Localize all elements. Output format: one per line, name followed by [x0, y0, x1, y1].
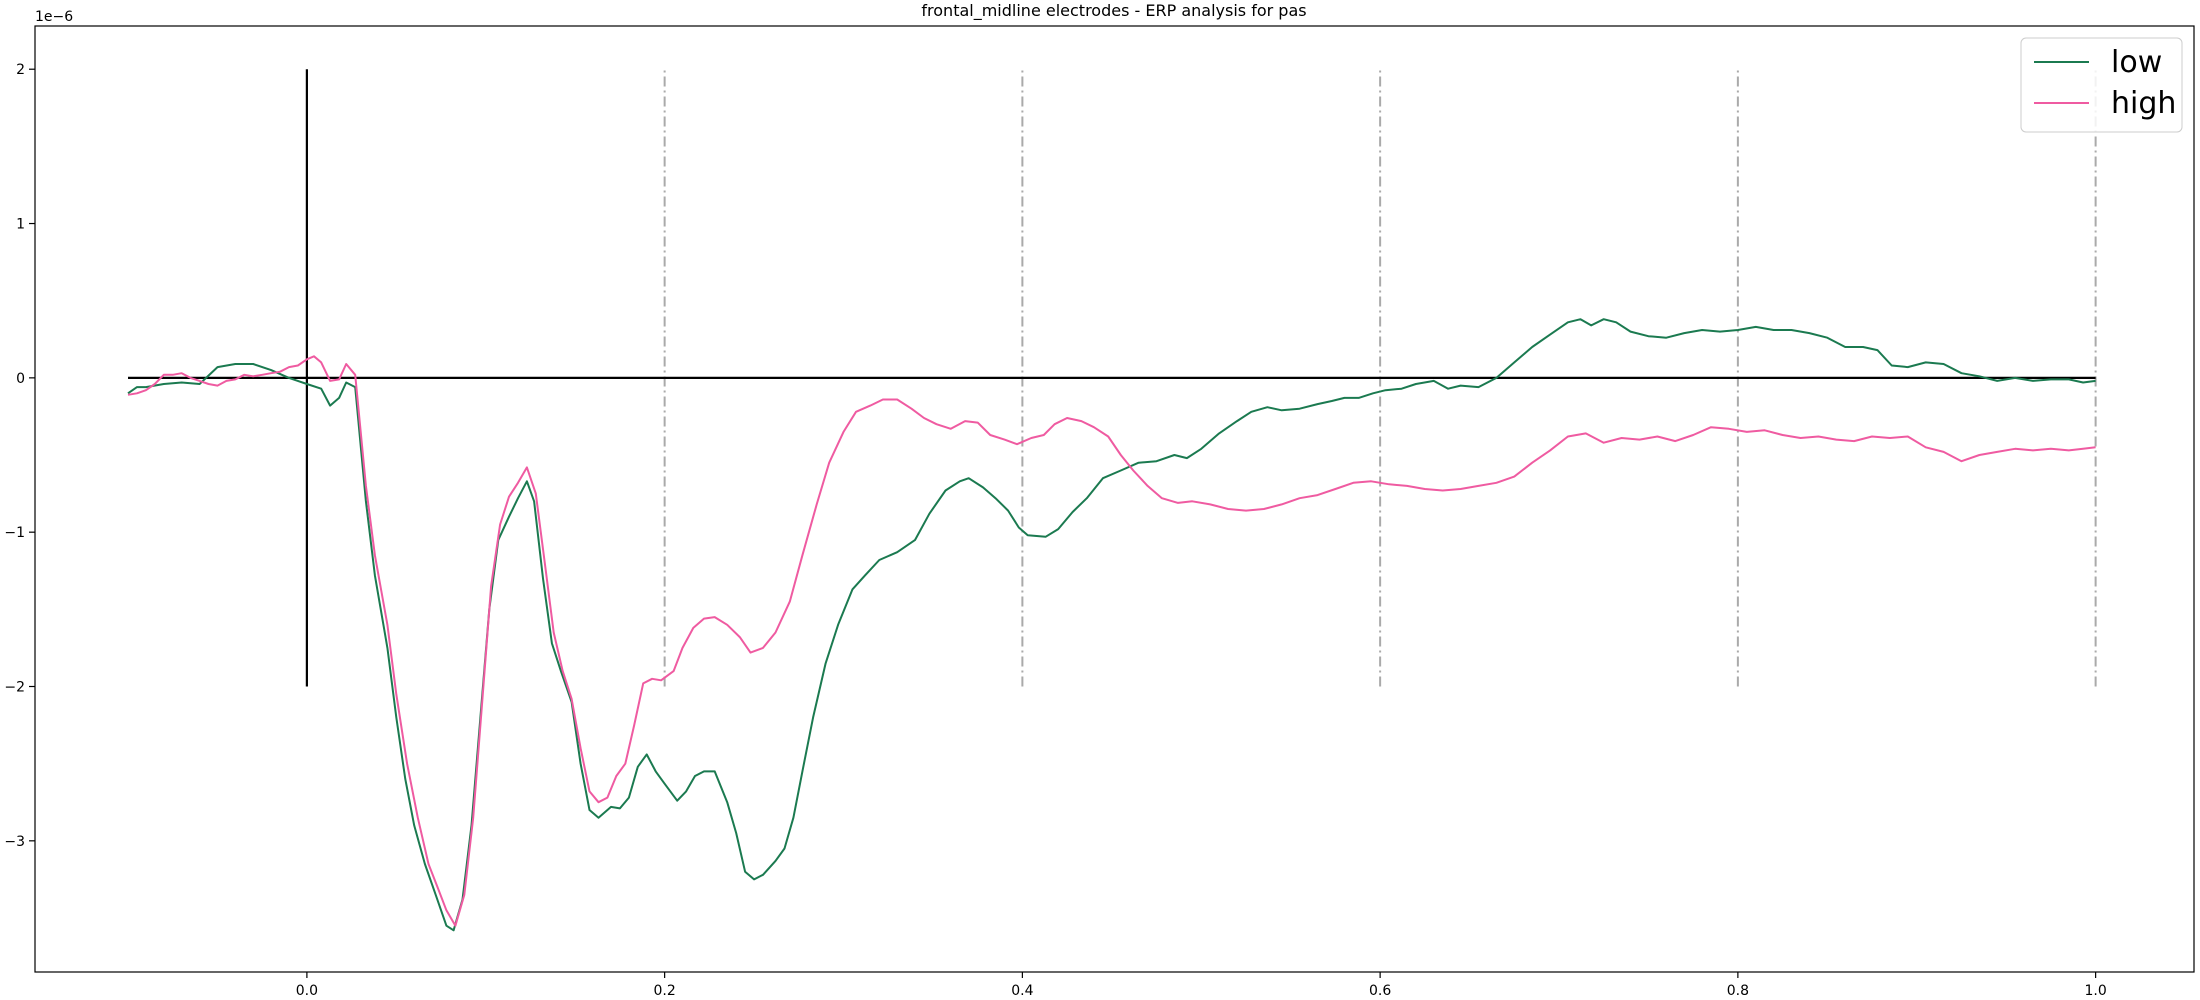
y-tick-label: −2	[4, 680, 25, 696]
x-tick-label: 0.8	[1727, 983, 1749, 999]
y-axis-ticks: 2 1 0 −1 −2 −3	[4, 62, 35, 850]
series-line-high	[127, 355, 2096, 927]
x-tick-label: 1.0	[2084, 983, 2106, 999]
reference-lines	[128, 69, 2097, 687]
x-axis-ticks: 0.0 0.2 0.4 0.6 0.8 1.0	[296, 972, 2107, 999]
series-lines	[127, 318, 2096, 932]
legend: low high	[2020, 37, 2183, 133]
y-tick-label: −1	[4, 525, 25, 541]
x-tick-label: 0.0	[296, 983, 318, 999]
y-tick-label: 2	[16, 62, 25, 78]
x-tick-label: 0.6	[1369, 983, 1391, 999]
series-line-low	[127, 318, 2096, 932]
legend-label-high: high	[2111, 86, 2176, 121]
y-tick-label: 1	[16, 217, 25, 233]
x-tick-label: 0.4	[1011, 983, 1033, 999]
y-axis-offset-label: 1e−6	[35, 9, 73, 25]
chart-title: frontal_midline electrodes - ERP analysi…	[921, 1, 1306, 21]
y-tick-label: 0	[16, 371, 25, 387]
y-tick-label: −3	[4, 834, 25, 850]
plot-frame	[34, 25, 2195, 973]
legend-label-low: low	[2111, 45, 2162, 80]
x-tick-label: 0.2	[654, 983, 676, 999]
